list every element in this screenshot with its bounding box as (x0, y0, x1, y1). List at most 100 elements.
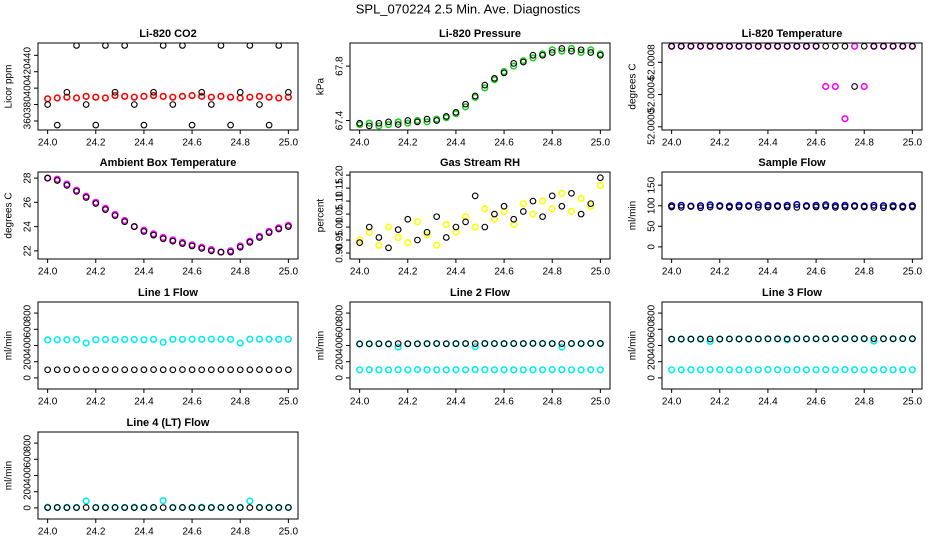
y-tick-label: 28 (23, 172, 34, 184)
data-point (130, 101, 138, 108)
data-point (275, 504, 283, 511)
y-tick-label: 800 (23, 304, 34, 321)
x-tick-label: 24.6 (182, 138, 202, 149)
data-point (159, 504, 167, 511)
data-point (217, 504, 225, 511)
data-point (452, 223, 460, 231)
data-point (159, 235, 167, 243)
data-point (275, 225, 283, 233)
data-point (73, 188, 80, 195)
data-point (442, 220, 450, 229)
data-point (889, 335, 897, 343)
data-point (111, 504, 119, 511)
data-point (596, 366, 604, 374)
data-point (510, 215, 518, 223)
data-point (783, 366, 791, 374)
y-tick-label: 800 (335, 304, 346, 321)
y-tick-label: 0 (23, 375, 34, 381)
panel-title: Line 3 Flow (762, 287, 822, 299)
x-tick-label: 24.6 (494, 138, 514, 149)
data-point (587, 49, 595, 56)
y-tick-label: 1.05 (335, 204, 346, 224)
data-point (716, 335, 724, 343)
data-point (150, 366, 157, 373)
data-point (880, 335, 887, 343)
data-point (697, 204, 704, 212)
plot-frame (37, 431, 299, 520)
data-point (462, 218, 469, 226)
data-point (179, 504, 186, 511)
data-point (668, 335, 675, 343)
data-point (188, 121, 196, 129)
data-point (803, 335, 810, 343)
data-point (82, 92, 90, 100)
data-point (44, 336, 52, 344)
data-point (130, 93, 138, 101)
data-point (404, 340, 412, 348)
x-tick-label: 24.0 (662, 397, 682, 408)
data-point (394, 233, 402, 242)
data-point (803, 203, 810, 210)
data-point (207, 93, 215, 101)
y-axis-label: ml/min (4, 461, 15, 490)
data-point (587, 366, 595, 374)
data-point (870, 335, 878, 343)
y-tick-label: 52.0000 (647, 108, 658, 145)
data-point (226, 335, 235, 343)
y-tick-label: 52.0004 (647, 76, 658, 113)
x-tick-label: 24.6 (182, 527, 202, 538)
x-tick-label: 24.2 (398, 267, 418, 278)
data-point (577, 366, 585, 374)
data-point (53, 121, 61, 129)
data-point (442, 340, 450, 348)
data-point (558, 189, 566, 197)
data-point (567, 207, 576, 216)
data-point (356, 119, 363, 127)
x-tick-label: 24.0 (350, 138, 370, 149)
data-point (793, 200, 801, 209)
data-point (150, 231, 157, 239)
data-point (414, 118, 421, 126)
data-point (899, 366, 907, 374)
data-point (423, 115, 431, 123)
data-point (236, 504, 244, 512)
data-point (423, 366, 431, 374)
y-tick-label: 200 (335, 353, 346, 370)
data-point (44, 504, 51, 511)
data-point (860, 335, 868, 342)
data-point (169, 366, 177, 374)
data-point (207, 366, 215, 374)
y-tick-label: 24 (23, 221, 34, 233)
y-axis-label: Licor ppm (4, 65, 15, 109)
data-point (169, 335, 177, 343)
data-point (519, 58, 527, 66)
data-point (433, 241, 441, 249)
data-point (236, 366, 244, 374)
data-point (92, 93, 100, 101)
data-point (121, 218, 129, 226)
data-point (275, 43, 283, 49)
data-point (442, 113, 450, 120)
data-point (831, 335, 839, 343)
data-point (529, 197, 537, 205)
data-point (471, 192, 479, 200)
data-point (831, 82, 839, 91)
data-point (433, 213, 441, 221)
x-tick-label: 25.0 (903, 397, 923, 408)
data-point (860, 203, 868, 211)
data-point (102, 206, 109, 213)
x-tick-label: 24.4 (134, 267, 154, 278)
x-tick-label: 24.8 (854, 267, 874, 278)
data-point (246, 366, 254, 374)
data-point (53, 504, 61, 511)
data-point (851, 83, 858, 90)
plot-points (44, 335, 292, 374)
x-tick-label: 24.0 (38, 527, 58, 538)
data-point (577, 340, 585, 347)
x-tick-label: 25.0 (903, 267, 923, 278)
y-tick-label: 400 (335, 337, 346, 354)
data-point (72, 335, 81, 344)
data-point (716, 366, 724, 374)
x-tick-label: 24.0 (350, 397, 370, 408)
data-point (227, 121, 234, 129)
